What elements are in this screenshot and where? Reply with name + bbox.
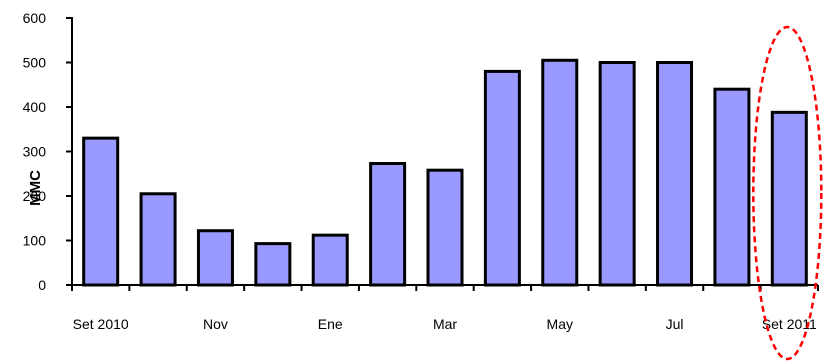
bar	[598, 61, 636, 287]
x-tick-label: Mar	[433, 316, 457, 332]
bar	[656, 61, 694, 287]
bar	[770, 110, 808, 287]
bar	[139, 192, 177, 287]
x-tick-label: Jul	[666, 316, 684, 332]
y-axis-label: MMC	[27, 170, 44, 206]
y-tick-label: 100	[23, 233, 47, 249]
y-tick-label: 0	[38, 277, 46, 293]
y-axis-ticks: 0 100 200 300 400 500 600	[23, 10, 72, 293]
x-tick-label: Ene	[318, 316, 343, 332]
x-tick-label: Nov	[203, 316, 228, 332]
bar	[426, 168, 464, 287]
x-axis-ticks: Set 2010 Nov Ene Mar May Jul Set 2011	[71, 285, 819, 332]
bar	[713, 87, 751, 287]
x-tick-label: Set 2010	[73, 316, 129, 332]
y-tick-label: 500	[23, 55, 47, 71]
y-tick-label: 200	[23, 188, 47, 204]
bars	[82, 58, 808, 287]
bar	[82, 136, 120, 287]
bar	[541, 58, 579, 287]
x-tick-label: May	[547, 316, 573, 332]
x-tick-label: Set 2011	[762, 316, 817, 332]
bar	[254, 242, 292, 287]
y-tick-label: 300	[23, 144, 47, 160]
bar	[369, 162, 407, 287]
y-tick-label: 400	[23, 99, 47, 115]
y-tick-label: 600	[23, 10, 47, 26]
bar	[483, 69, 521, 287]
bar	[311, 233, 349, 287]
highlight-ellipse	[752, 25, 823, 361]
bar	[196, 229, 234, 287]
